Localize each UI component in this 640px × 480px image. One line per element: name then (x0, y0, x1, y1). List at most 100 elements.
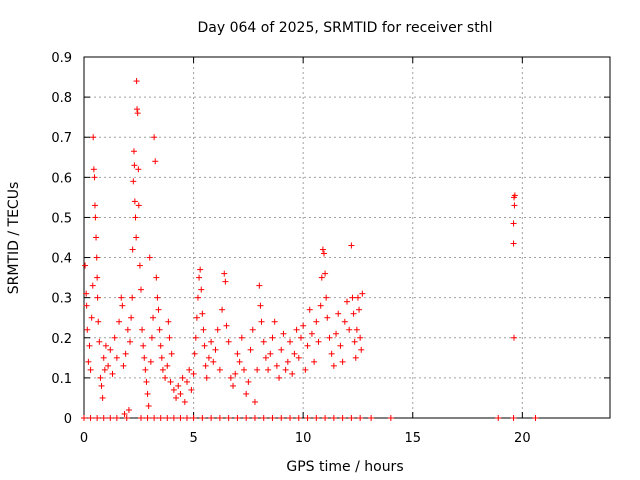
data-point (357, 334, 364, 341)
data-point (278, 415, 285, 421)
data-point (100, 354, 107, 361)
data-point (200, 326, 207, 333)
data-point (101, 366, 108, 373)
data-point (148, 334, 155, 341)
data-point (170, 415, 177, 421)
data-point (87, 366, 94, 373)
data-point (319, 246, 326, 253)
data-point (107, 415, 114, 421)
data-point (113, 354, 120, 361)
data-point (100, 415, 107, 421)
data-point (98, 382, 105, 389)
y-tick-label: 0.9 (51, 51, 72, 66)
data-point (356, 306, 363, 313)
x-tick-label: 5 (189, 431, 197, 446)
data-point (346, 326, 353, 333)
data-point (199, 415, 206, 421)
data-point (335, 310, 342, 317)
x-tick-label: 10 (295, 431, 312, 446)
data-point (162, 374, 169, 381)
data-point (88, 314, 95, 321)
data-point (287, 338, 294, 345)
data-point (223, 322, 230, 329)
data-point (167, 378, 174, 385)
data-point (159, 366, 166, 373)
data-point (278, 346, 285, 353)
data-point (511, 334, 518, 341)
data-point (230, 382, 237, 389)
data-point (260, 338, 267, 345)
data-point (510, 220, 517, 227)
data-point (205, 354, 212, 361)
data-point (134, 110, 141, 117)
data-point (311, 358, 318, 365)
chart-title: Day 064 of 2025, SRMTID for receiver sth… (198, 20, 493, 36)
data-point (151, 134, 158, 141)
data-point (190, 415, 197, 421)
data-point (94, 274, 101, 281)
data-point (81, 415, 87, 421)
data-point (341, 318, 348, 325)
data-point (144, 390, 151, 397)
data-point (147, 358, 154, 365)
data-point (177, 415, 184, 421)
data-point (243, 415, 250, 421)
data-point (282, 366, 289, 373)
data-point (293, 326, 300, 333)
y-tick-label: 0.2 (51, 332, 72, 347)
data-point (350, 310, 357, 317)
data-point (175, 382, 182, 389)
data-point (348, 415, 355, 421)
data-point (158, 354, 165, 361)
data-point (155, 306, 162, 313)
data-point (208, 338, 215, 345)
data-point (170, 386, 177, 393)
data-point (326, 334, 333, 341)
data-point (82, 262, 89, 269)
data-point (339, 415, 346, 421)
data-point (308, 330, 315, 337)
data-point (124, 326, 131, 333)
data-point (136, 262, 143, 269)
data-point (284, 358, 291, 365)
data-point (131, 162, 138, 169)
data-point (202, 362, 209, 369)
data-point (96, 338, 103, 345)
data-point (199, 310, 206, 317)
data-point (154, 294, 161, 301)
data-point (113, 415, 120, 421)
data-point (234, 350, 241, 357)
data-point (313, 318, 320, 325)
data-point (511, 192, 518, 199)
data-point (251, 415, 258, 421)
x-axis-label: GPS time / hours (286, 459, 403, 475)
data-point (192, 334, 199, 341)
data-point (247, 346, 254, 353)
data-point (197, 266, 204, 273)
data-point (168, 350, 175, 357)
data-point (116, 318, 123, 325)
data-point (94, 294, 101, 301)
data-point (84, 326, 91, 333)
data-point (121, 410, 128, 417)
data-point (131, 198, 138, 205)
data-point (236, 358, 243, 365)
data-point (344, 298, 350, 305)
data-point (368, 415, 375, 421)
data-point (328, 350, 335, 357)
data-point (269, 415, 276, 421)
data-point (133, 78, 140, 85)
data-point (258, 318, 265, 325)
data-point (510, 240, 517, 247)
data-point (150, 314, 157, 321)
grid-lines (84, 57, 610, 418)
data-point (118, 294, 125, 301)
data-point (119, 302, 126, 309)
x-tick-label: 15 (404, 431, 421, 446)
data-point (97, 374, 104, 381)
data-point (387, 415, 394, 421)
data-point (227, 374, 234, 381)
data-point (357, 415, 364, 421)
data-point (190, 370, 197, 377)
